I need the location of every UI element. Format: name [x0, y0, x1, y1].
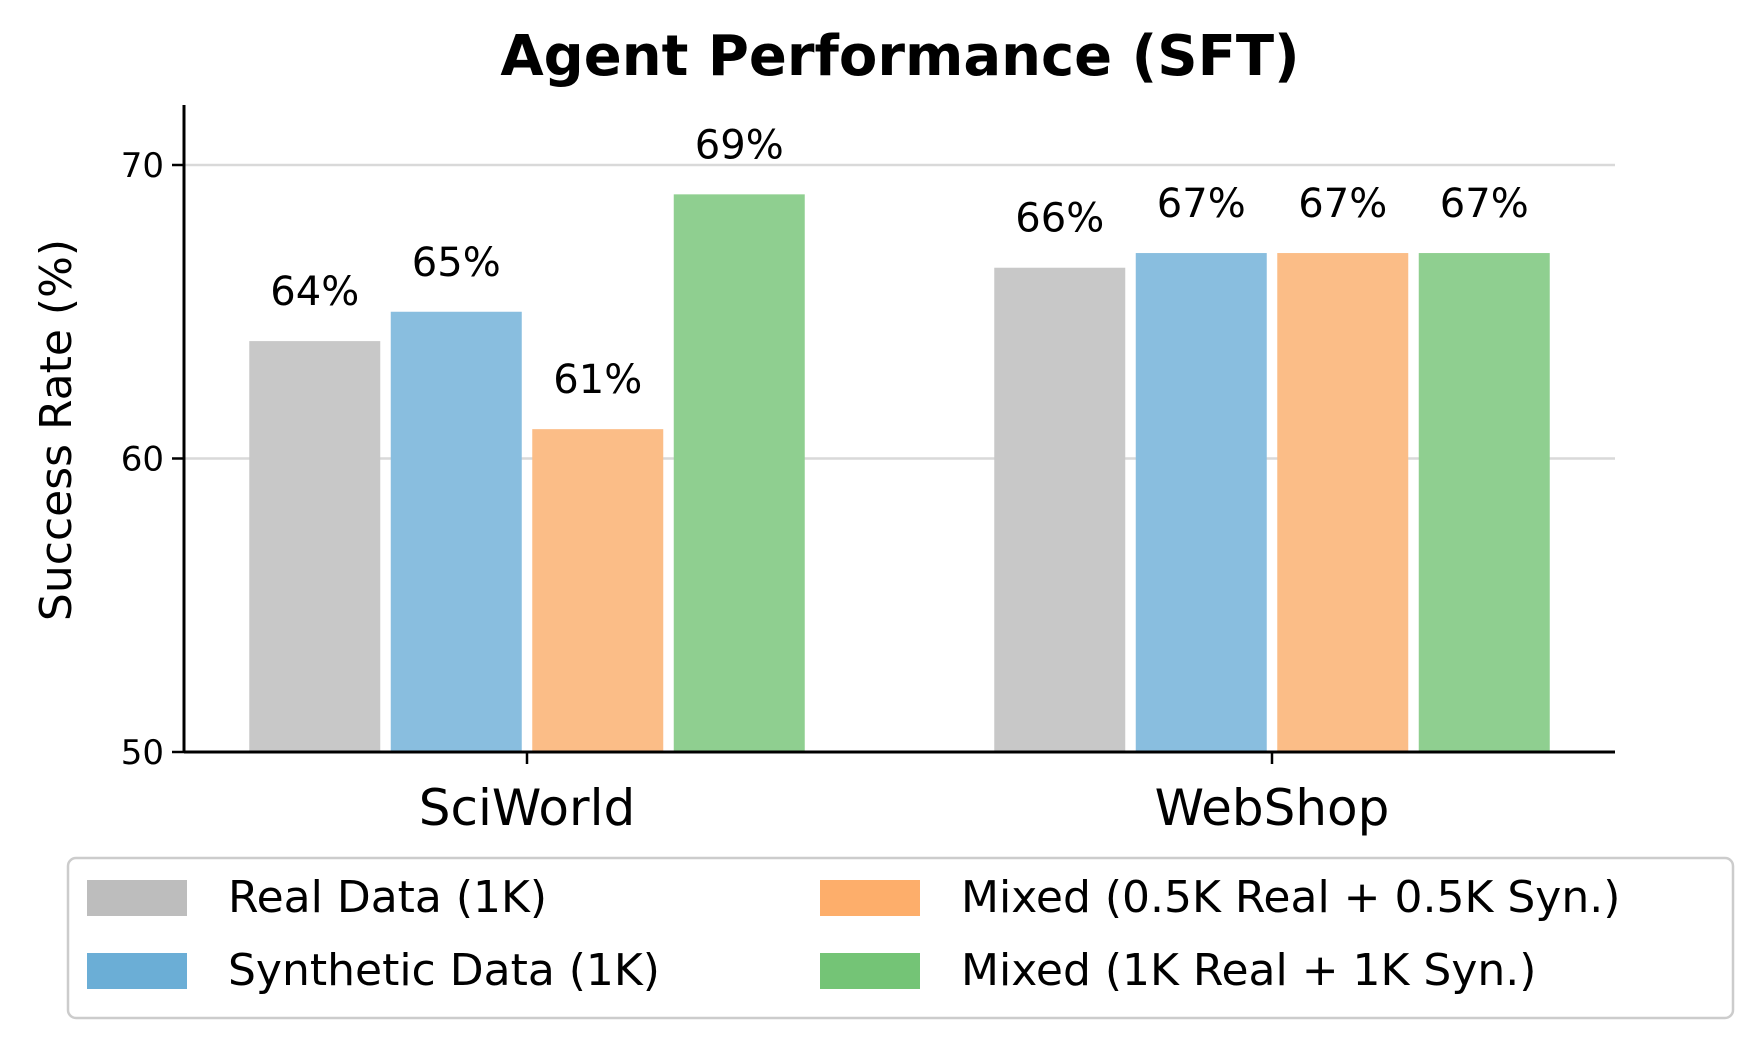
data-label-1-2: 67% — [1298, 181, 1387, 227]
y-tick-label-60: 60 — [121, 440, 164, 480]
x-tick-label-0: SciWorld — [419, 779, 635, 837]
x-tick-label-1: WebShop — [1155, 779, 1390, 837]
legend-label-1: Synthetic Data (1K) — [228, 945, 660, 996]
legend-swatch-1 — [87, 953, 187, 989]
bar-1-2 — [1277, 253, 1409, 753]
data-label-1-1: 67% — [1157, 181, 1246, 227]
legend-label-0: Real Data (1K) — [228, 872, 547, 923]
y-tick-label-50: 50 — [121, 733, 164, 773]
data-label-1-3: 67% — [1440, 181, 1529, 227]
legend-swatch-2 — [820, 880, 920, 916]
data-label-1-0: 66% — [1015, 196, 1104, 242]
y-axis-label: Success Rate (%) — [31, 239, 82, 621]
data-label-0-1: 65% — [412, 240, 501, 286]
bar-0-1 — [390, 311, 522, 752]
legend-frame — [66, 856, 1735, 1020]
legend-label-2: Mixed (0.5K Real + 0.5K Syn.) — [961, 872, 1620, 923]
chart-title: Agent Performance (SFT) — [500, 24, 1299, 89]
y-tick-label-70: 70 — [121, 146, 164, 186]
data-label-0-3: 69% — [695, 122, 784, 168]
data-label-0-0: 64% — [270, 269, 359, 315]
bar-1-3 — [1418, 253, 1550, 753]
bar-0-0 — [249, 341, 381, 752]
data-label-0-2: 61% — [553, 357, 642, 403]
axes: 50 60 70 SciWorld WebShop — [121, 105, 1615, 837]
legend-swatch-0 — [87, 880, 187, 916]
legend-label-3: Mixed (1K Real + 1K Syn.) — [961, 945, 1536, 996]
bar-0-3 — [673, 194, 805, 753]
legend: Real Data (1K) Synthetic Data (1K) Mixed (… — [66, 856, 1735, 1020]
legend-swatch-3 — [820, 953, 920, 989]
bar-1-0 — [994, 267, 1126, 752]
bars: 64% 66% 65% 67% 61% 67% 69% 67% — [249, 122, 1550, 753]
bar-1-1 — [1135, 253, 1267, 753]
bar-0-2 — [532, 429, 664, 752]
